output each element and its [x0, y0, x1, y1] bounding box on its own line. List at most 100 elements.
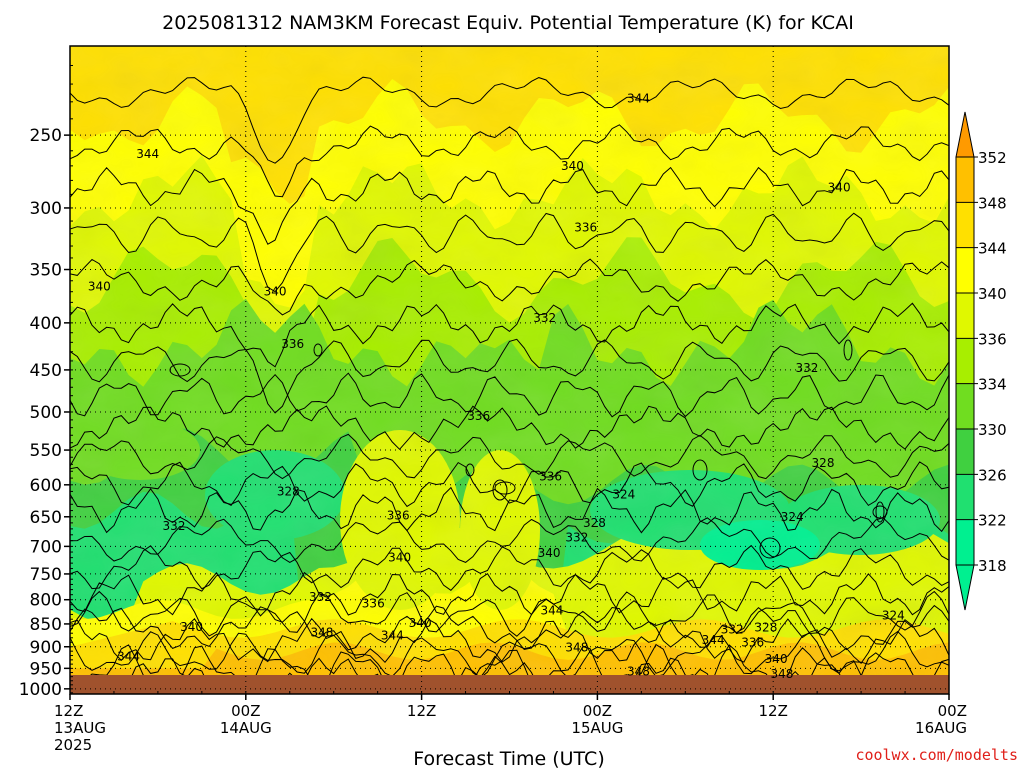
contour-line [70, 630, 949, 679]
contour-label: 324 [612, 488, 635, 502]
colorbar-segment [956, 383, 974, 429]
contour-label: 336 [539, 470, 562, 484]
contour-label: 336 [741, 635, 764, 649]
contour-label: 328 [754, 621, 777, 635]
colorbar-label: 352 [978, 149, 1007, 167]
contour-label: 336 [467, 409, 490, 423]
contour-cell [492, 479, 508, 501]
contour-lines [70, 76, 949, 694]
colorbar-segment [956, 293, 974, 339]
y-tick-label: 550 [30, 441, 62, 461]
colorbar-label: 340 [978, 285, 1007, 303]
contour-label: 324 [882, 608, 905, 622]
colorbar-label: 344 [978, 240, 1007, 258]
contour-cell [872, 505, 888, 519]
y-tick-label: 650 [30, 508, 62, 528]
contour-label: 332 [795, 361, 818, 375]
contour-label: 328 [812, 456, 835, 470]
contour-line [70, 212, 949, 293]
colorbar-segment [956, 429, 974, 475]
contour-label: 332 [721, 623, 744, 637]
contour-label: 344 [117, 649, 140, 663]
contour-cell [843, 339, 853, 361]
contour-label: 340 [538, 546, 561, 560]
contour-label: 344 [541, 604, 564, 618]
x-tick-label: 15AUG [571, 719, 623, 737]
contour-line [70, 461, 949, 508]
colorbar-segment [956, 247, 974, 293]
contour-cell [494, 481, 516, 495]
contour-label: 332 [565, 531, 588, 545]
contour-label: 340 [388, 551, 411, 565]
credit-text: coolwx.com/modelts [855, 746, 1018, 764]
contour-cell [692, 459, 708, 481]
colorbar-segment [956, 474, 974, 520]
chart-title: 2025081312 NAM3KM Forecast Equiv. Potent… [162, 12, 854, 34]
y-tick-label: 800 [30, 591, 62, 611]
y-tick-label: 300 [30, 199, 62, 219]
contour-line [70, 405, 949, 451]
contour-label: 344 [627, 91, 650, 105]
contour-line [70, 166, 949, 245]
contour-label: 348 [311, 625, 334, 639]
contour-label: 336 [362, 597, 385, 611]
contour-label: 328 [583, 516, 606, 530]
contour-line [70, 590, 949, 637]
contour-label: 324 [781, 510, 804, 524]
x-axis-label: Forecast Time (UTC) [413, 748, 604, 768]
contour-label: 340 [88, 279, 111, 293]
x-tick-label: 13AUG [54, 719, 106, 737]
contour-line [70, 433, 949, 480]
contour-cell [313, 343, 323, 357]
contour-line [70, 76, 949, 164]
contour-line [70, 302, 949, 368]
x-tick-label: 00Z [583, 702, 612, 720]
contour-line [70, 124, 949, 198]
grid-lines [70, 46, 949, 694]
contour-label: 340 [765, 652, 788, 666]
x-tick-label: 16AUG [915, 719, 967, 737]
contour-line [70, 643, 949, 693]
y-tick-label: 350 [30, 261, 62, 281]
contour-cell [759, 537, 781, 559]
y-axis: 250 300 350 400 450 500 550 600 650 700 750 800 850 9… [19, 64, 73, 700]
contour-label: 332 [309, 590, 332, 604]
colorbar-label: 326 [978, 466, 1007, 484]
x-tick-label: 2025 [54, 736, 92, 754]
x-tick-label: 12Z [759, 702, 788, 720]
colorbar-segment [956, 202, 974, 248]
y-tick-label: 600 [30, 476, 62, 496]
contour-label: 328 [277, 484, 300, 498]
colorbar-label: 336 [978, 330, 1007, 348]
y-tick-label: 850 [30, 615, 62, 635]
y-tick-label: 900 [30, 638, 62, 658]
contour-label: 340 [409, 616, 432, 630]
colorbar-label: 330 [978, 421, 1007, 439]
x-tick-label: 00Z [938, 702, 967, 720]
contour-line [70, 544, 949, 591]
x-tick-label: 12Z [54, 702, 83, 720]
contour-label: 344 [381, 629, 404, 643]
colorbar-extend-low [955, 564, 975, 611]
y-tick-label: 1000 [19, 680, 62, 700]
contour-line [70, 604, 949, 651]
colorbar-extend-high [955, 111, 975, 158]
colorbar-segment [956, 157, 974, 203]
colorbar-label: 348 [978, 194, 1007, 212]
contour-line [70, 517, 949, 563]
contour-cell [875, 501, 885, 523]
y-tick-label: 500 [30, 403, 62, 423]
contour-line [70, 258, 949, 316]
contour-label: 340 [264, 285, 287, 299]
y-tick-label: 450 [30, 361, 62, 381]
contour-line [70, 372, 949, 418]
contour-label: 348 [771, 667, 794, 681]
y-tick-label: 750 [30, 565, 62, 585]
y-tick-label: 250 [30, 126, 62, 146]
contour-label: 340 [828, 180, 851, 194]
contour-label: 336 [387, 509, 410, 523]
